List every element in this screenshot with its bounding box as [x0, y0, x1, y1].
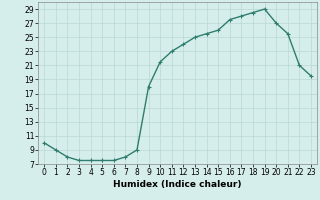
X-axis label: Humidex (Indice chaleur): Humidex (Indice chaleur) [113, 180, 242, 189]
